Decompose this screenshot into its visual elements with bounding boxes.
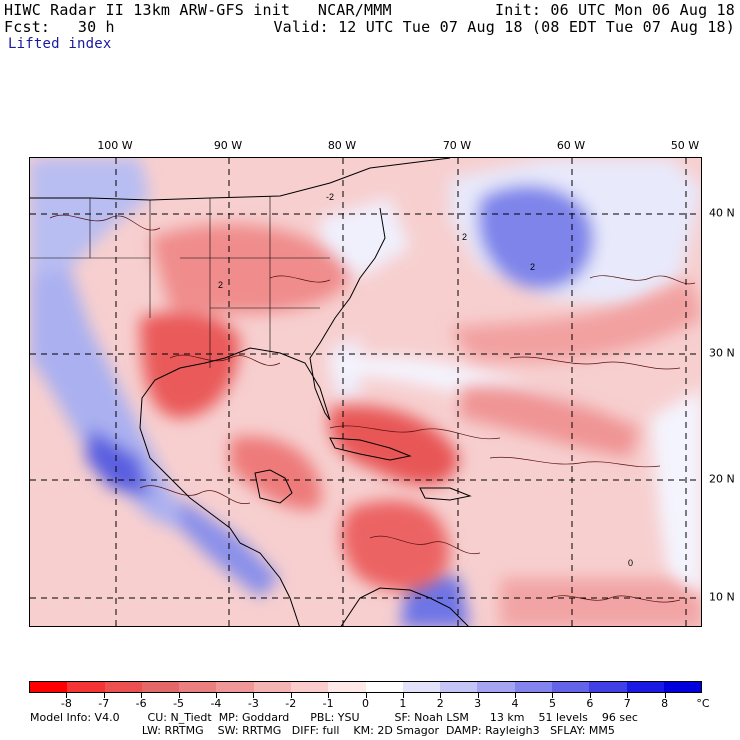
- colorbar-label: -4: [210, 697, 222, 710]
- colorbar-segment: [67, 682, 105, 692]
- colorbar-segment: [477, 682, 515, 692]
- colorbar-segment: [216, 682, 254, 692]
- colorbar-segment: [551, 682, 590, 692]
- colorbar-label: 8: [661, 697, 669, 710]
- colorbar-label: 0: [362, 697, 369, 710]
- colorbar-segment: [440, 682, 478, 692]
- model-info-line1: Model Info: V4.0 CU: N_Tiedt MP: Goddard…: [30, 711, 638, 724]
- colorbar-label: -8: [60, 697, 72, 710]
- colorbar-segment: [179, 682, 217, 692]
- colorbar-segment: [514, 682, 552, 692]
- contour-label: 0: [628, 558, 633, 568]
- colorbar-segment: [663, 682, 702, 692]
- colorbar-tick: [253, 693, 255, 698]
- colorbar-tick: [66, 693, 68, 698]
- colorbar-segment: [290, 682, 329, 692]
- contour-label: 2: [218, 280, 223, 290]
- colorbar-tick: [290, 693, 292, 698]
- latlon-grid: [30, 158, 701, 626]
- lon-label: 100 W: [97, 139, 133, 152]
- contour-label: -2: [326, 192, 334, 202]
- lat-label: 40 N: [709, 206, 735, 220]
- colorbar-segment: [328, 682, 366, 692]
- colorbar-tick: [552, 693, 554, 698]
- colorbar-tick: [215, 693, 217, 698]
- contour-label: 2: [530, 262, 535, 272]
- map-canvas: 2 -2 2 2 0: [30, 158, 701, 626]
- contour-label: 2: [462, 232, 467, 242]
- colorbar-tick: [664, 693, 666, 698]
- colorbar-segment: [30, 682, 68, 692]
- colorbar-label: -2: [285, 697, 297, 710]
- unstable-regions: [140, 223, 701, 626]
- colorbar-label: 1: [399, 697, 407, 710]
- colorbar-tick: [515, 693, 517, 698]
- forecast-hour: Fcst: 30 h: [4, 18, 115, 36]
- colorbar-label: -6: [135, 697, 147, 710]
- colorbar: [29, 681, 702, 693]
- lon-label: 70 W: [442, 139, 472, 152]
- valid-time: Valid: 12 UTC Tue 07 Aug 18 (08 EDT Tue …: [273, 18, 735, 36]
- colorbar-label: 6: [586, 697, 594, 710]
- colorbar-tick: [627, 693, 629, 698]
- colorbar-tick: [141, 693, 143, 698]
- init-time: Init: 06 UTC Mon 06 Aug 18: [495, 1, 735, 19]
- colorbar-label: 5: [548, 697, 556, 710]
- colorbar-tick: [178, 693, 180, 698]
- lon-label: 60 W: [556, 139, 586, 152]
- colorbar-tick: [589, 693, 591, 698]
- contour-labels: 2 -2 2 2 0: [218, 192, 633, 568]
- colorbar-tick: [440, 693, 442, 698]
- colorbar-segment: [253, 682, 291, 692]
- colorbar-label: 4: [511, 697, 519, 710]
- model-info-line2: LW: RRTMG SW: RRTMG DIFF: full KM: 2D Sm…: [30, 724, 615, 737]
- lat-label: 10 N: [709, 590, 735, 604]
- lat-label: 20 N: [709, 472, 735, 486]
- lat-label: 30 N: [709, 346, 735, 360]
- colorbar-tick: [477, 693, 479, 698]
- colorbar-segment: [402, 682, 441, 692]
- colorbar-label: -1: [322, 697, 334, 710]
- contour-lines: [49, 214, 696, 603]
- lon-label: 50 W: [670, 139, 700, 152]
- colorbar-label: 3: [474, 697, 482, 710]
- colorbar-segment: [365, 682, 403, 692]
- colorbar-segment: [626, 682, 664, 692]
- colorbar-tick: [328, 693, 330, 698]
- colorbar-tick: [365, 693, 367, 698]
- colorbar-segment: [141, 682, 180, 692]
- colorbar-label: 7: [623, 697, 631, 710]
- colorbar-segment: [589, 682, 627, 692]
- colorbar-label: -5: [173, 697, 185, 710]
- colorbar-tick: [103, 693, 105, 698]
- header-title: HIWC Radar II 13km ARW-GFS init NCAR/MMM: [4, 1, 392, 19]
- colorbar-unit: °C: [696, 697, 710, 710]
- colorbar-tick: [402, 693, 404, 698]
- field-name: Lifted index: [8, 36, 112, 52]
- colorbar-label: -7: [98, 697, 110, 710]
- lifted-index-map: 2 -2 2 2 0: [29, 157, 702, 627]
- colorbar-segment: [104, 682, 142, 692]
- coastlines: [30, 158, 472, 626]
- colorbar-label: -3: [247, 697, 259, 710]
- lon-label: 80 W: [327, 139, 357, 152]
- colorbar-label: 2: [436, 697, 444, 710]
- lon-label: 90 W: [213, 139, 243, 152]
